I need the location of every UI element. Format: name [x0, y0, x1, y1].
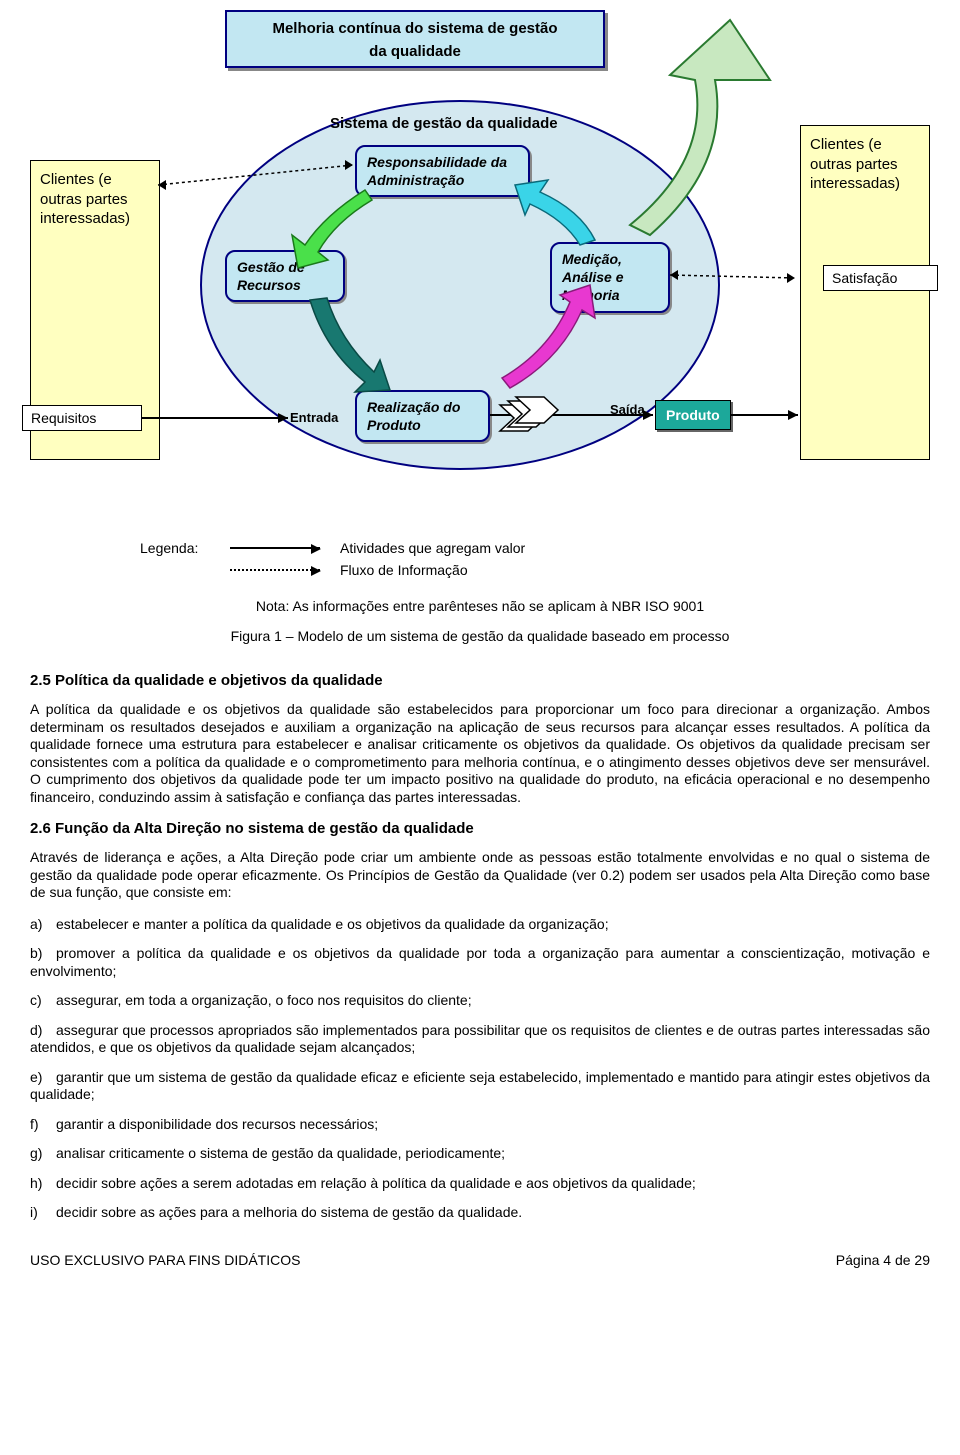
- responsabilidade-box: Responsabilidade da Administração: [355, 145, 530, 197]
- list-item: d)assegurar que processos apropriados sã…: [30, 1022, 930, 1057]
- solid-arrow-icon: [230, 547, 320, 549]
- section-25-heading: 2.5 Política da qualidade e objetivos da…: [30, 672, 930, 689]
- list-item: h)decidir sobre ações a serem adotadas e…: [30, 1175, 930, 1193]
- list-item: c)assegurar, em toda a organização, o fo…: [30, 992, 930, 1010]
- requisitos-box: Requisitos: [22, 405, 142, 431]
- legend-solid-text: Atividades que agregam valor: [340, 540, 525, 556]
- section-26-intro: Através de liderança e ações, a Alta Dir…: [30, 849, 930, 902]
- footer-right: Página 4 de 29: [836, 1252, 930, 1268]
- figure-caption: Figura 1 – Modelo de um sistema de gestã…: [30, 628, 930, 644]
- list-item: b)promover a política da qualidade e os …: [30, 945, 930, 980]
- legend: Legenda: Atividades que agregam valor Fl…: [140, 540, 930, 578]
- title-line2: da qualidade: [369, 43, 461, 60]
- legend-dotted-text: Fluxo de Informação: [340, 562, 468, 578]
- realizacao-box: Realização do Produto: [355, 390, 490, 442]
- footer-left: USO EXCLUSIVO PARA FINS DIDÁTICOS: [30, 1252, 300, 1268]
- saida-label: Saída: [610, 402, 645, 417]
- list-item: e)garantir que um sistema de gestão da q…: [30, 1069, 930, 1104]
- system-label: Sistema de gestão da qualidade: [330, 115, 558, 132]
- section-25-body: A política da qualidade e os objetivos d…: [30, 701, 930, 806]
- right-clients-text: Clientes (e outras partes interessadas): [810, 135, 920, 194]
- left-clients-text: Clientes (e outras partes interessadas): [40, 170, 150, 229]
- dotted-arrow-icon: [230, 569, 320, 571]
- medicao-box: Medição, Análise e Melhoria: [550, 242, 670, 313]
- gestao-recursos-box: Gestão de Recursos: [225, 250, 345, 302]
- note-text: Nota: As informações entre parênteses nã…: [30, 598, 930, 614]
- list-item: a)estabelecer e manter a política da qua…: [30, 916, 930, 934]
- section-26-heading: 2.6 Função da Alta Direção no sistema de…: [30, 820, 930, 837]
- list-item: i)decidir sobre as ações para a melhoria…: [30, 1204, 930, 1222]
- list-item: g)analisar criticamente o sistema de ges…: [30, 1145, 930, 1163]
- entrada-label: Entrada: [290, 410, 338, 425]
- satisfacao-box: Satisfação: [823, 265, 938, 291]
- legend-label: Legenda:: [140, 540, 220, 556]
- diagram-title-box: Melhoria contínua do sistema de gestão d…: [225, 10, 605, 68]
- list-item: f)garantir a disponibilidade dos recurso…: [30, 1116, 930, 1134]
- page-footer: USO EXCLUSIVO PARA FINS DIDÁTICOS Página…: [30, 1252, 930, 1268]
- qms-diagram: Melhoria contínua do sistema de gestão d…: [30, 10, 930, 510]
- title-line1: Melhoria contínua do sistema de gestão: [272, 20, 557, 37]
- produto-box: Produto: [655, 400, 731, 430]
